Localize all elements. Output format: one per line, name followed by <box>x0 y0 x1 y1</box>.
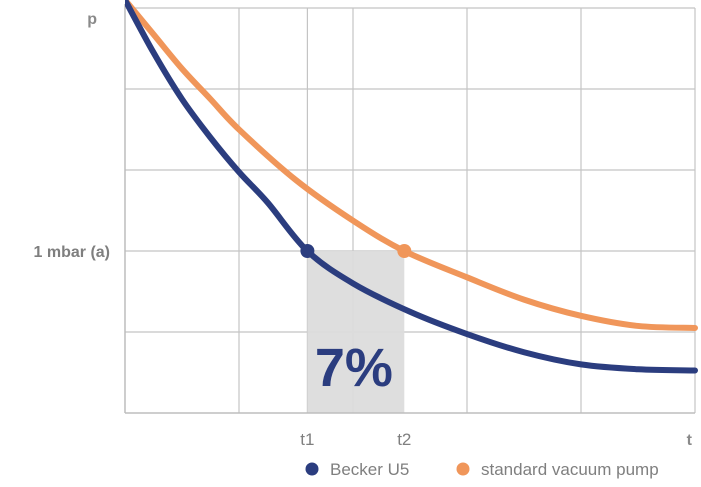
legend-marker-becker-u5 <box>305 462 319 476</box>
x-axis-label: t <box>687 432 693 449</box>
legend: Becker U5 standard vacuum pump <box>305 460 659 479</box>
series-layer <box>125 0 698 374</box>
x-tick-label: t1 <box>300 430 314 449</box>
legend-label-becker-u5: Becker U5 <box>330 460 409 479</box>
y-level-label: 1 mbar (a) <box>34 244 110 261</box>
series-line-standard-vacuum-pump <box>125 0 698 331</box>
y-axis-label: p <box>87 11 97 28</box>
x-tick-label: t2 <box>397 430 411 449</box>
axes <box>124 4 695 414</box>
shaded-region-label: 7% <box>315 338 393 398</box>
marker-point-standard-vacuum-pump <box>397 244 412 258</box>
series-line-becker-u5 <box>125 0 698 374</box>
marker-layer <box>300 244 412 258</box>
shaded-region-layer <box>307 251 405 413</box>
grid <box>124 7 696 413</box>
legend-label-standard-vacuum-pump: standard vacuum pump <box>481 460 659 479</box>
shaded-region <box>307 251 405 413</box>
marker-point-becker-u5 <box>300 244 315 258</box>
label-layer: p t 1 mbar (a) t1 t2 7% <box>34 11 693 449</box>
legend-marker-standard-vacuum-pump <box>456 462 470 476</box>
